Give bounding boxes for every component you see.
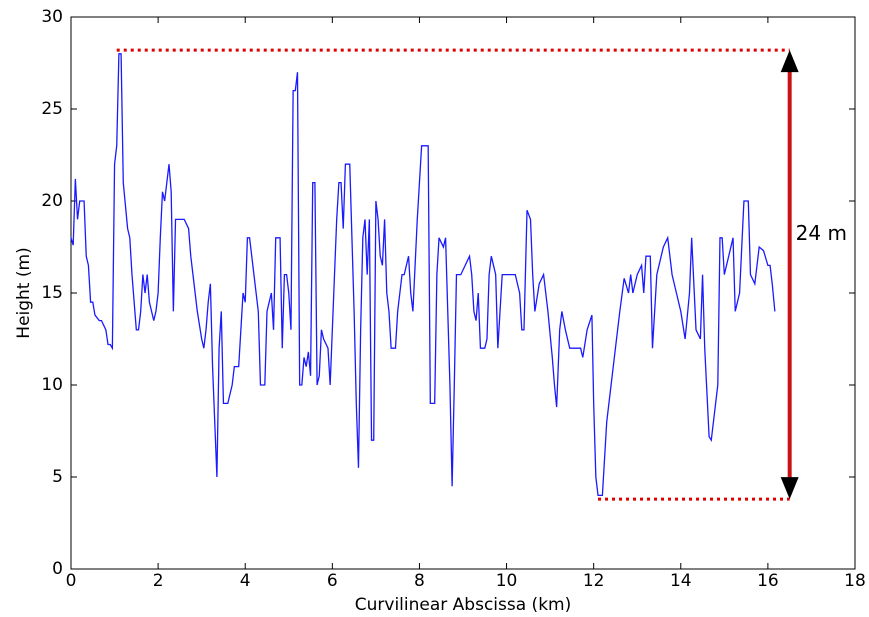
x-tick-label: 4 xyxy=(240,571,251,591)
y-tick-label: 15 xyxy=(41,283,63,303)
x-tick-label: 0 xyxy=(66,571,77,591)
y-tick-label: 20 xyxy=(41,191,63,211)
x-tick-label: 6 xyxy=(327,571,338,591)
y-tick-label: 0 xyxy=(52,559,63,579)
arrow-head xyxy=(780,477,799,500)
range-label: 24 m xyxy=(796,221,847,245)
x-tick-label: 8 xyxy=(414,571,425,591)
x-tick-label: 16 xyxy=(757,571,779,591)
y-axis-label: Height (m) xyxy=(14,247,34,338)
x-tick-label: 2 xyxy=(153,571,164,591)
y-tick-label: 30 xyxy=(41,7,63,27)
arrow-head xyxy=(780,50,799,73)
x-tick-label: 12 xyxy=(583,571,605,591)
data-line xyxy=(70,53,776,497)
plot-frame xyxy=(70,16,856,570)
y-tick-label: 25 xyxy=(41,99,63,119)
y-tick-label: 10 xyxy=(41,375,63,395)
x-tick-label: 10 xyxy=(496,571,518,591)
x-tick-label: 14 xyxy=(670,571,692,591)
x-tick-label: 18 xyxy=(844,571,866,591)
x-axis-label: Curvilinear Abscissa (km) xyxy=(355,595,571,615)
y-tick-label: 5 xyxy=(52,467,63,487)
